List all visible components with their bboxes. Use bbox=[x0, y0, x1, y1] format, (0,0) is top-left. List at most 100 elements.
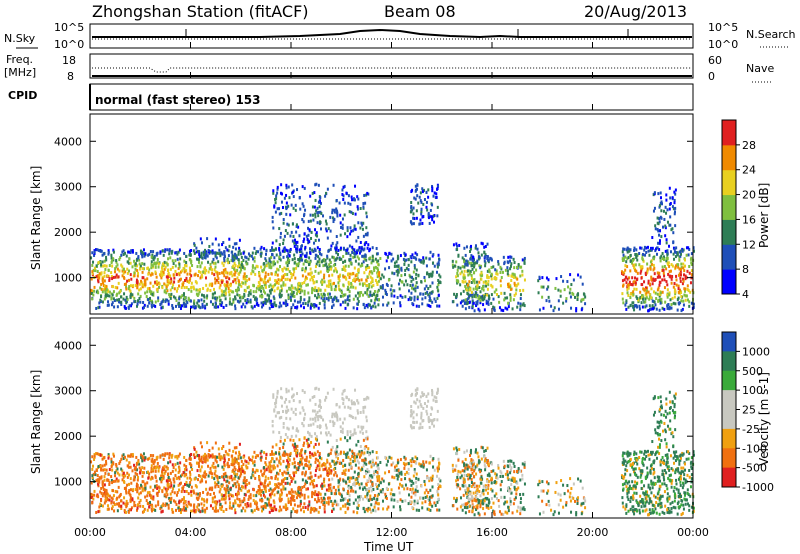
power-cell bbox=[281, 206, 284, 210]
power-cell bbox=[217, 260, 220, 264]
velocity-cell bbox=[178, 499, 181, 503]
velocity-cell bbox=[120, 506, 123, 510]
power-cell bbox=[361, 263, 364, 267]
power-cell bbox=[304, 302, 307, 306]
power-cell bbox=[658, 283, 661, 287]
power-cell bbox=[173, 276, 176, 280]
power-cell bbox=[659, 291, 662, 295]
velocity-cell bbox=[244, 486, 247, 490]
power-cell bbox=[182, 302, 185, 306]
velocity-cell bbox=[329, 486, 332, 490]
power-cell bbox=[674, 192, 677, 196]
velocity-cell bbox=[183, 489, 186, 493]
power-cell bbox=[327, 268, 330, 272]
velocity-cell bbox=[148, 456, 151, 460]
power-cell bbox=[106, 274, 109, 278]
velocity-cell bbox=[174, 468, 177, 472]
power-cell bbox=[410, 201, 413, 205]
power-cell bbox=[479, 299, 482, 303]
power-cell bbox=[393, 289, 396, 293]
power-cell bbox=[147, 253, 150, 257]
velocity-cell bbox=[108, 498, 111, 502]
power-cell bbox=[205, 302, 208, 306]
power-cell bbox=[686, 287, 689, 291]
power-cell bbox=[509, 283, 512, 287]
velocity-cell bbox=[238, 469, 241, 473]
power-cell bbox=[177, 279, 180, 283]
power-cell bbox=[185, 269, 188, 273]
power-cell bbox=[315, 289, 318, 293]
velocity-cell bbox=[325, 466, 328, 470]
power-cell bbox=[138, 282, 141, 286]
velocity-cell bbox=[157, 500, 160, 504]
power-cell bbox=[174, 296, 177, 300]
power-cell bbox=[291, 286, 294, 290]
power-cell bbox=[639, 290, 642, 294]
velocity-cell bbox=[169, 500, 172, 504]
power-cell bbox=[685, 276, 688, 280]
velocity-cell bbox=[303, 502, 306, 506]
power-cell bbox=[410, 291, 413, 295]
power-cell bbox=[303, 281, 306, 285]
power-cell bbox=[119, 295, 122, 299]
power-cell bbox=[362, 221, 365, 225]
velocity-cell bbox=[370, 465, 373, 469]
velocity-cell bbox=[263, 481, 266, 485]
power-cell bbox=[324, 194, 327, 198]
power-cell bbox=[419, 199, 422, 203]
velocity-cell bbox=[374, 498, 377, 502]
power-cell bbox=[231, 274, 234, 278]
noise-right-tick-bottom: 10^0 bbox=[708, 38, 738, 51]
velocity-cell bbox=[247, 461, 250, 465]
power-cell bbox=[631, 283, 634, 287]
velocity-cell bbox=[222, 509, 225, 513]
velocity-cell bbox=[139, 504, 142, 508]
power-cell bbox=[176, 257, 179, 261]
velocity-cell bbox=[325, 488, 328, 492]
power-cell bbox=[141, 270, 144, 274]
freq-left-tick-top: 18 bbox=[62, 54, 76, 67]
velocity-cell bbox=[183, 455, 186, 459]
power-cell bbox=[189, 277, 192, 281]
power-colorbar-swatch bbox=[722, 244, 736, 270]
power-cell bbox=[143, 254, 146, 258]
power-cell bbox=[475, 268, 478, 272]
power-cell bbox=[103, 271, 106, 275]
power-cell bbox=[265, 249, 268, 253]
power-cell bbox=[224, 292, 227, 296]
power-cell bbox=[645, 246, 648, 250]
power-cell bbox=[470, 273, 473, 277]
power-cell bbox=[660, 209, 663, 213]
power-cell bbox=[291, 222, 294, 226]
power-cell bbox=[646, 289, 649, 293]
velocity-cell bbox=[370, 489, 373, 493]
power-cell bbox=[333, 269, 336, 273]
power-cell bbox=[317, 214, 320, 218]
velocity-cell bbox=[112, 479, 115, 483]
power-cell bbox=[634, 276, 637, 280]
power-cell bbox=[666, 288, 669, 292]
power-cell bbox=[431, 270, 434, 274]
power-cell bbox=[165, 291, 168, 295]
velocity-cell bbox=[369, 494, 372, 498]
power-cell bbox=[279, 291, 282, 295]
power-cell bbox=[243, 288, 246, 292]
velocity-cell bbox=[337, 452, 340, 456]
velocity-cell bbox=[139, 471, 142, 475]
velocity-cell bbox=[223, 459, 226, 463]
power-cell bbox=[134, 284, 137, 288]
power-cell bbox=[275, 253, 278, 257]
power-cell bbox=[342, 283, 345, 287]
power-cell bbox=[285, 248, 288, 252]
power-cell bbox=[322, 298, 325, 302]
power-cell bbox=[273, 205, 276, 209]
power-cell bbox=[356, 205, 359, 209]
power-cell bbox=[314, 269, 317, 273]
power-cell bbox=[670, 306, 673, 310]
velocity-cell bbox=[216, 500, 219, 504]
power-cell bbox=[665, 267, 668, 271]
power-cell bbox=[471, 305, 474, 309]
power-cell bbox=[344, 306, 347, 310]
velocity-cell bbox=[142, 452, 145, 456]
power-cell bbox=[409, 283, 412, 287]
